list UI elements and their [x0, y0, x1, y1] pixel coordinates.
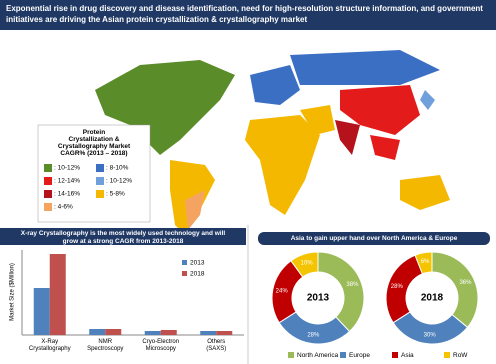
- legend-label: : 5-8%: [106, 191, 125, 198]
- legend-swatch: [96, 164, 104, 172]
- japan: [420, 90, 435, 110]
- legend-label: : 8-10%: [106, 165, 129, 172]
- north-america: [95, 60, 235, 155]
- bar: [200, 331, 217, 335]
- legend-label: : 10-12%: [54, 165, 80, 172]
- legend-swatch: [392, 352, 398, 358]
- slice-label: 24%: [276, 289, 289, 295]
- legend-label: : 10-12%: [106, 178, 132, 185]
- legend-swatch: [182, 260, 187, 265]
- slice-label: 6%: [421, 259, 430, 265]
- legend-label: Asia: [401, 352, 414, 359]
- donut-center: 2013: [307, 293, 330, 304]
- y-axis-label: Market Size ($Million): [10, 263, 16, 321]
- map-legend-title: Protein Crystallization & Crystallography …: [58, 129, 131, 157]
- legend-swatch: [340, 352, 346, 358]
- legend-swatch: [44, 177, 52, 185]
- header-title: Exponential rise in drug discovery and d…: [0, 0, 496, 30]
- legend-label: : 12-14%: [54, 178, 80, 185]
- infographic: Protein Crystallization & Crystallography …: [0, 50, 490, 364]
- bar-title: X-ray Crystallography is the most widely…: [21, 230, 226, 245]
- legend-swatch: [288, 352, 294, 358]
- bar: [216, 331, 233, 335]
- legend-label: : 14-16%: [54, 191, 80, 198]
- africa: [245, 115, 320, 215]
- legend-swatch: [96, 190, 104, 198]
- china: [340, 85, 420, 135]
- legend-swatch: [96, 177, 104, 185]
- australia: [400, 175, 450, 210]
- legend-label: North America: [297, 352, 339, 359]
- southeast-asia: [370, 135, 400, 160]
- x-tick-label: Cryo-Electron Microscopy: [142, 339, 179, 352]
- bar: [144, 331, 161, 335]
- europe: [250, 65, 300, 105]
- legend-label: RoW: [453, 352, 468, 359]
- legend-swatch: [44, 190, 52, 198]
- pie-title-band: [258, 232, 490, 245]
- legend-label: 2013: [190, 260, 205, 267]
- slice-label: 10%: [301, 260, 314, 266]
- slice-label: 28%: [391, 284, 404, 290]
- legend-label: 2018: [190, 271, 205, 278]
- bar: [49, 254, 66, 335]
- legend-swatch: [444, 352, 450, 358]
- legend-label: Europe: [349, 352, 370, 359]
- bar: [33, 288, 50, 335]
- russia: [290, 50, 440, 85]
- donut-slice: [414, 251, 433, 275]
- middle-east: [300, 105, 335, 135]
- pie-title: Asia to gain upper hand over North Ameri…: [291, 235, 458, 242]
- bar: [89, 329, 106, 335]
- brazil: [185, 190, 205, 230]
- donut-slice: [431, 251, 479, 329]
- slice-label: 28%: [307, 332, 320, 338]
- legend-swatch: [44, 203, 52, 211]
- donut-center: 2018: [421, 293, 444, 304]
- bar: [105, 329, 122, 335]
- legend-label: : 4-6%: [54, 204, 73, 211]
- slice-label: 36%: [459, 280, 472, 286]
- india: [335, 120, 360, 155]
- donut-slice: [317, 251, 365, 333]
- legend-swatch: [182, 271, 187, 276]
- slice-label: 38%: [346, 282, 359, 288]
- slice-label: 30%: [424, 333, 437, 339]
- map-legend-box: [37, 124, 151, 223]
- bar-title-band: [0, 228, 246, 245]
- x-tick-label: Others (SAXS): [206, 339, 226, 352]
- donut-slice: [290, 251, 319, 278]
- bar: [160, 330, 177, 335]
- x-tick-label: NMR Spectroscopy: [87, 339, 123, 352]
- world-map: [95, 50, 450, 235]
- x-tick-label: X-Ray Crystallography: [29, 339, 71, 352]
- legend-swatch: [44, 164, 52, 172]
